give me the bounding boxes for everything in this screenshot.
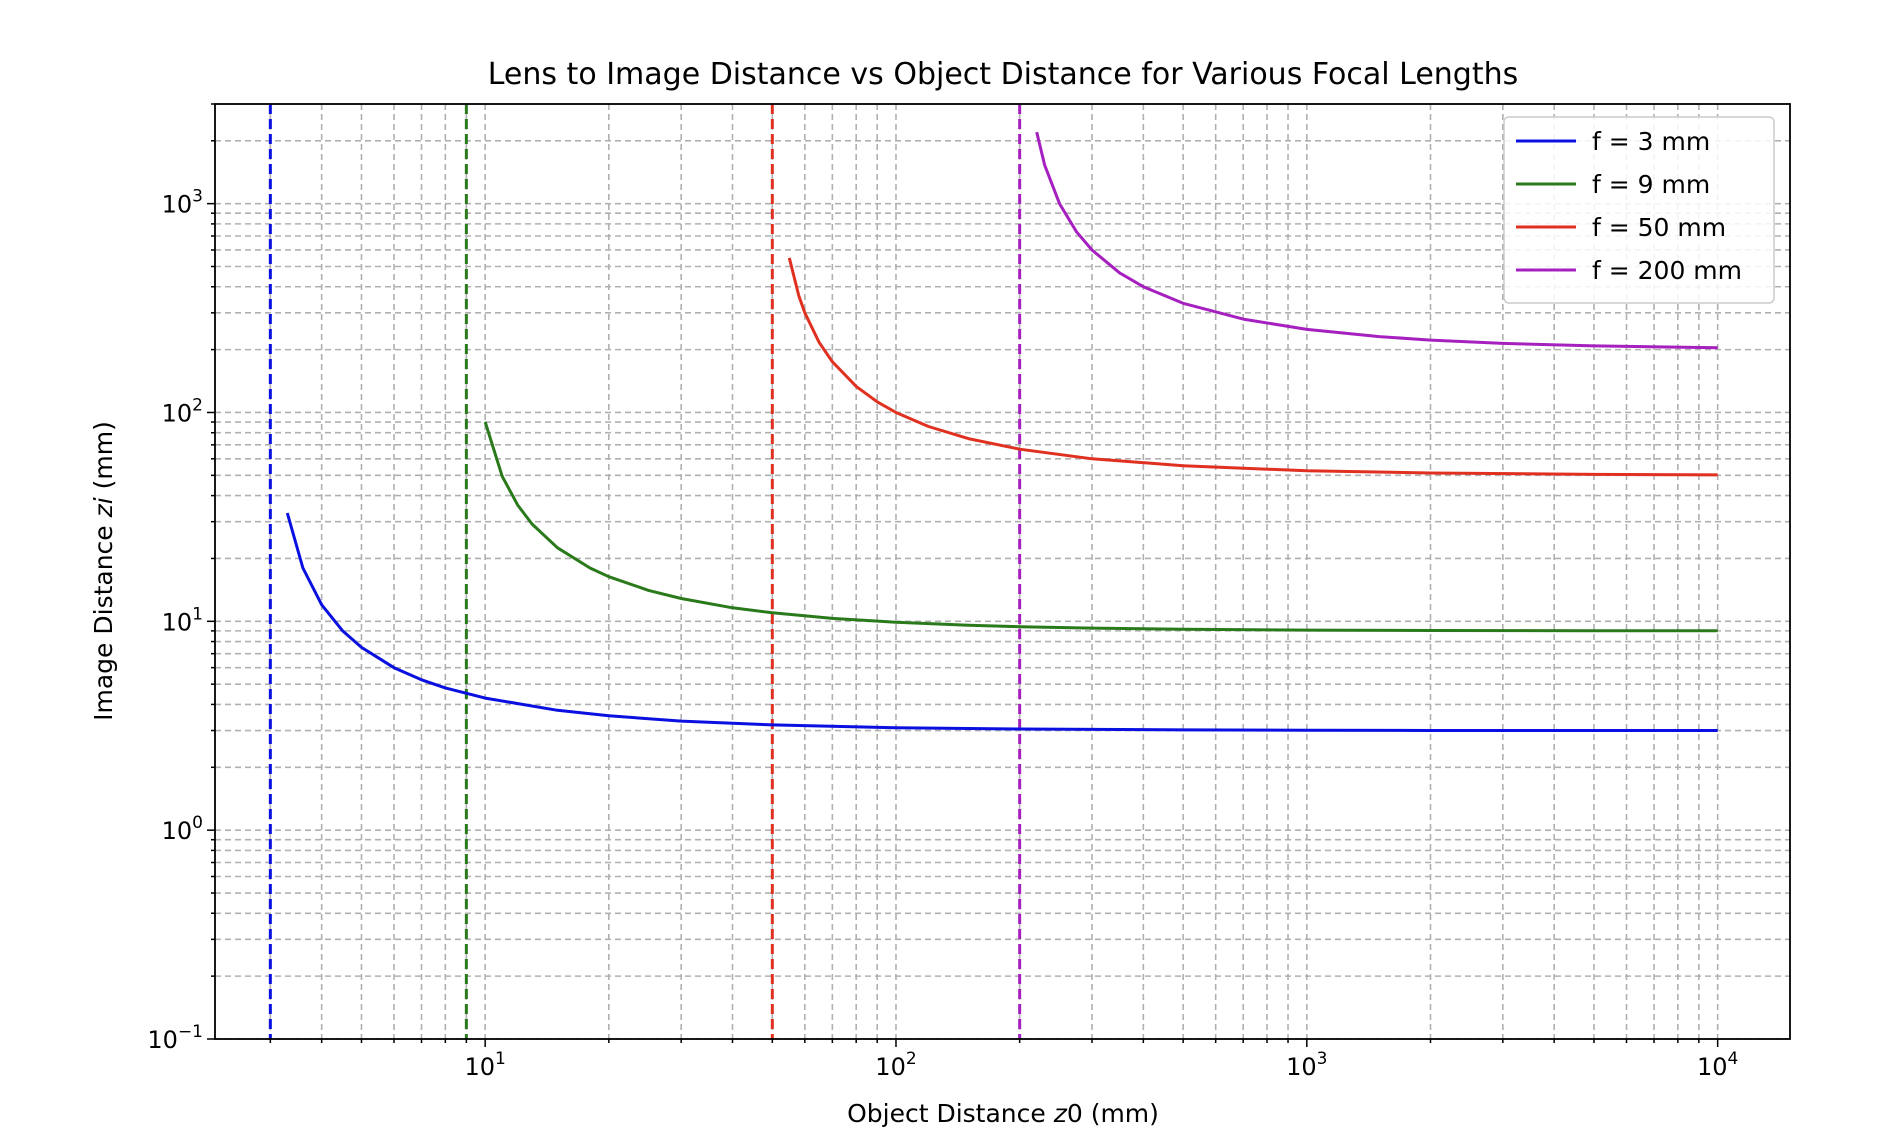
y-tick-label: 101 — [162, 604, 203, 636]
y-axis: 10−1 100 101 102 103 — [147, 103, 215, 1054]
series-line — [285, 512, 1718, 732]
legend-label: f = 3 mm — [1592, 127, 1710, 156]
y-tick-label: 103 — [162, 187, 203, 219]
x-tick-label: 103 — [1286, 1049, 1327, 1081]
x-tick-label: 104 — [1697, 1049, 1738, 1081]
legend-box — [1503, 116, 1775, 304]
plot-frame — [214, 103, 1791, 1040]
asymptote-lines — [268, 104, 1022, 1039]
series-group — [285, 131, 1718, 732]
y-tick-label: 102 — [162, 395, 203, 427]
x-tick-label: 101 — [464, 1049, 505, 1081]
legend-label: f = 9 mm — [1592, 170, 1710, 199]
x-tick-label: 102 — [875, 1049, 916, 1081]
series-line — [483, 421, 1718, 633]
y-axis-label: Image Distance zi (mm) — [89, 421, 118, 721]
y-tick-label: 10−1 — [147, 1022, 203, 1054]
y-tick-label: 100 — [162, 813, 203, 845]
x-axis: 101 102 103 104 — [269, 1039, 1738, 1081]
legend-label: f = 50 mm — [1592, 213, 1726, 242]
chart-title: Lens to Image Distance vs Object Distanc… — [488, 57, 1519, 92]
legend: f = 3 mm f = 9 mm f = 50 mm f = 200 mm — [1503, 116, 1775, 304]
series-line — [787, 257, 1718, 477]
legend-label: f = 200 mm — [1592, 256, 1742, 285]
series-line — [1035, 131, 1718, 350]
x-axis-label: Object Distance z0 (mm) — [847, 1099, 1159, 1128]
